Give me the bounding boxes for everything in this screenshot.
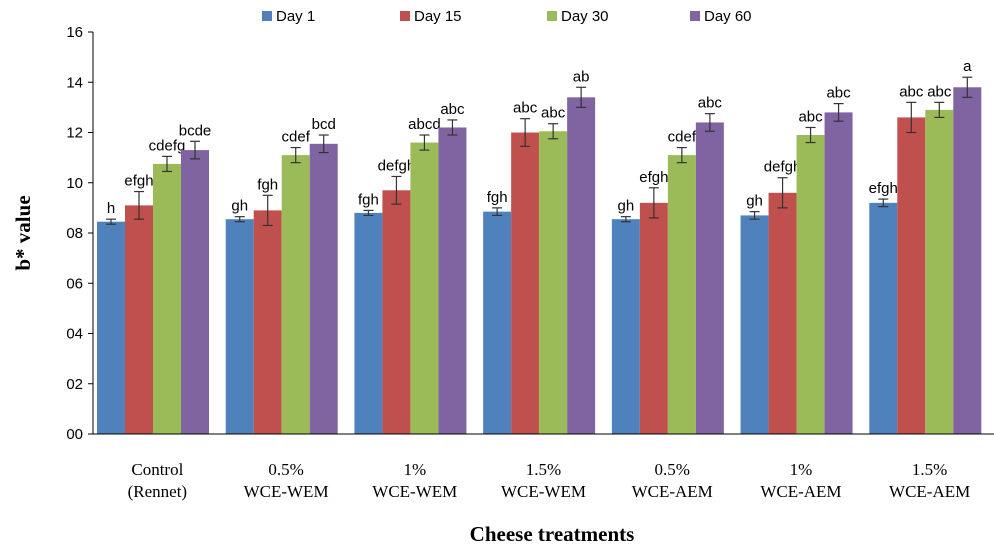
y-tick-label: 16 — [66, 24, 83, 41]
significance-letter: efgh — [639, 169, 668, 186]
significance-letter: cdefg — [149, 137, 186, 154]
bar — [824, 112, 853, 435]
x-category-label: 1% WCE-AEM — [760, 460, 841, 501]
legend: Day 1 Day 15 Day 30 Day 60 — [262, 8, 752, 25]
x-category-label: 1.5% WCE-AEM — [889, 460, 970, 501]
y-tick-label: 10 — [66, 175, 83, 192]
x-category-label: 0.5% WCE-WEM — [244, 460, 329, 501]
significance-letter: abc — [513, 100, 538, 117]
significance-letter: cdef — [668, 129, 697, 146]
legend-swatch — [547, 11, 557, 21]
significance-letter: fgh — [487, 189, 508, 206]
x-category-label: 1.5% WCE-WEM — [501, 460, 586, 501]
significance-letter: abc — [826, 85, 851, 102]
bar — [483, 211, 512, 434]
bar — [225, 219, 254, 434]
legend-label: Day 30 — [561, 8, 609, 25]
bar — [438, 127, 467, 434]
bar — [410, 142, 439, 435]
significance-letter: abc — [899, 83, 924, 100]
bar — [125, 205, 153, 434]
significance-letter: efgh — [869, 180, 898, 197]
bar — [639, 202, 668, 434]
legend-label: Day 1 — [276, 8, 315, 25]
y-tick-label: 00 — [66, 426, 83, 443]
y-tick-label: 14 — [66, 74, 83, 91]
bar — [740, 215, 769, 434]
significance-letter: fgh — [358, 191, 379, 208]
significance-letter: abc — [440, 101, 465, 118]
bar — [153, 163, 181, 434]
bars-layer: hefghcdefgbcdeghfghcdefbcdfghdefghabcdab… — [97, 58, 982, 435]
significance-letter: h — [107, 200, 115, 217]
significance-letter: efgh — [124, 173, 153, 190]
bar — [768, 192, 797, 434]
y-tick-label: 06 — [66, 275, 83, 292]
significance-letter: ab — [573, 68, 590, 85]
x-axis: Control (Rennet) 0.5% WCE-WEM 1% WCE-WEM 1.5% W… — [93, 433, 994, 501]
bar — [539, 131, 568, 434]
legend-swatch — [690, 11, 700, 21]
y-axis-title: b* value — [11, 195, 35, 270]
bar — [97, 221, 125, 434]
legend-label: Day 15 — [414, 8, 462, 25]
bar — [181, 150, 209, 434]
significance-letter: fgh — [257, 176, 278, 193]
bar — [511, 132, 540, 434]
significance-letter: gh — [746, 193, 763, 210]
significance-letter: abc — [698, 95, 723, 112]
significance-letter: abc — [541, 105, 566, 122]
bar — [309, 143, 338, 434]
y-tick-label: 12 — [66, 125, 83, 142]
bar — [567, 97, 596, 434]
x-category-label: 0.5% WCE-AEM — [632, 460, 713, 501]
bar — [281, 155, 310, 435]
bar — [354, 212, 383, 434]
bar — [382, 190, 411, 434]
bar — [695, 122, 724, 434]
legend-swatch — [262, 11, 272, 21]
bar — [897, 117, 926, 435]
significance-letter: gh — [231, 198, 248, 215]
legend-swatch — [400, 11, 410, 21]
x-axis-title: Cheese treatments — [470, 522, 635, 546]
bar — [253, 210, 282, 434]
bar — [869, 202, 898, 434]
y-axis: 00 02 04 06 08 10 12 14 16 — [66, 24, 94, 443]
bar — [611, 219, 640, 434]
bar — [925, 109, 954, 434]
significance-letter: gh — [618, 198, 635, 215]
significance-letter: abcd — [408, 116, 441, 133]
significance-letter: abc — [798, 108, 823, 125]
bar — [796, 135, 825, 434]
y-tick-label: 04 — [66, 326, 83, 343]
significance-letter: a — [963, 58, 972, 75]
y-tick-label: 08 — [66, 225, 83, 242]
legend-label: Day 60 — [704, 8, 752, 25]
significance-letter: defgh — [764, 159, 802, 176]
bar — [953, 87, 982, 435]
significance-letter: bcd — [312, 116, 336, 133]
bar — [667, 155, 696, 435]
significance-letter: bcde — [179, 122, 212, 139]
significance-letter: cdef — [282, 129, 311, 146]
significance-letter: defgh — [378, 157, 416, 174]
x-category-label: Control (Rennet) — [128, 460, 187, 501]
x-category-label: 1% WCE-WEM — [372, 460, 457, 501]
significance-letter: abc — [927, 83, 952, 100]
y-tick-label: 02 — [66, 376, 83, 393]
